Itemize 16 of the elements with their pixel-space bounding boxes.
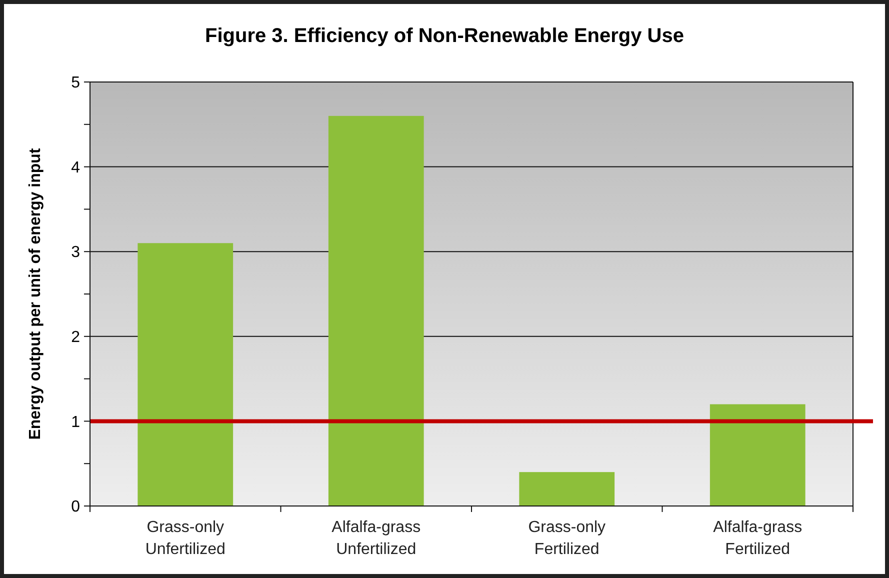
- y-tick-label: 3: [71, 244, 80, 262]
- bar: [138, 243, 234, 506]
- bar: [710, 404, 806, 506]
- bar: [519, 472, 615, 506]
- y-tick-label: 0: [71, 498, 80, 516]
- chart-title: Figure 3. Efficiency of Non-Renewable Energy Use: [204, 25, 684, 47]
- x-tick-label: Grass-only Fertilized: [528, 519, 606, 558]
- y-tick-label: 2: [71, 329, 80, 346]
- y-tick-label: 4: [71, 159, 80, 176]
- y-tick-label: 5: [71, 74, 80, 92]
- y-tick-label: 1: [71, 414, 80, 431]
- x-tick-label: Grass-only Unfertilized: [145, 519, 226, 558]
- bar: [328, 116, 424, 506]
- y-axis-title: Energy output per unit of energy input: [27, 148, 44, 440]
- x-tick-label: Alfalfa-grass Unfertilized: [332, 519, 421, 558]
- x-tick-label: Alfalfa-grass Fertilized: [713, 519, 802, 558]
